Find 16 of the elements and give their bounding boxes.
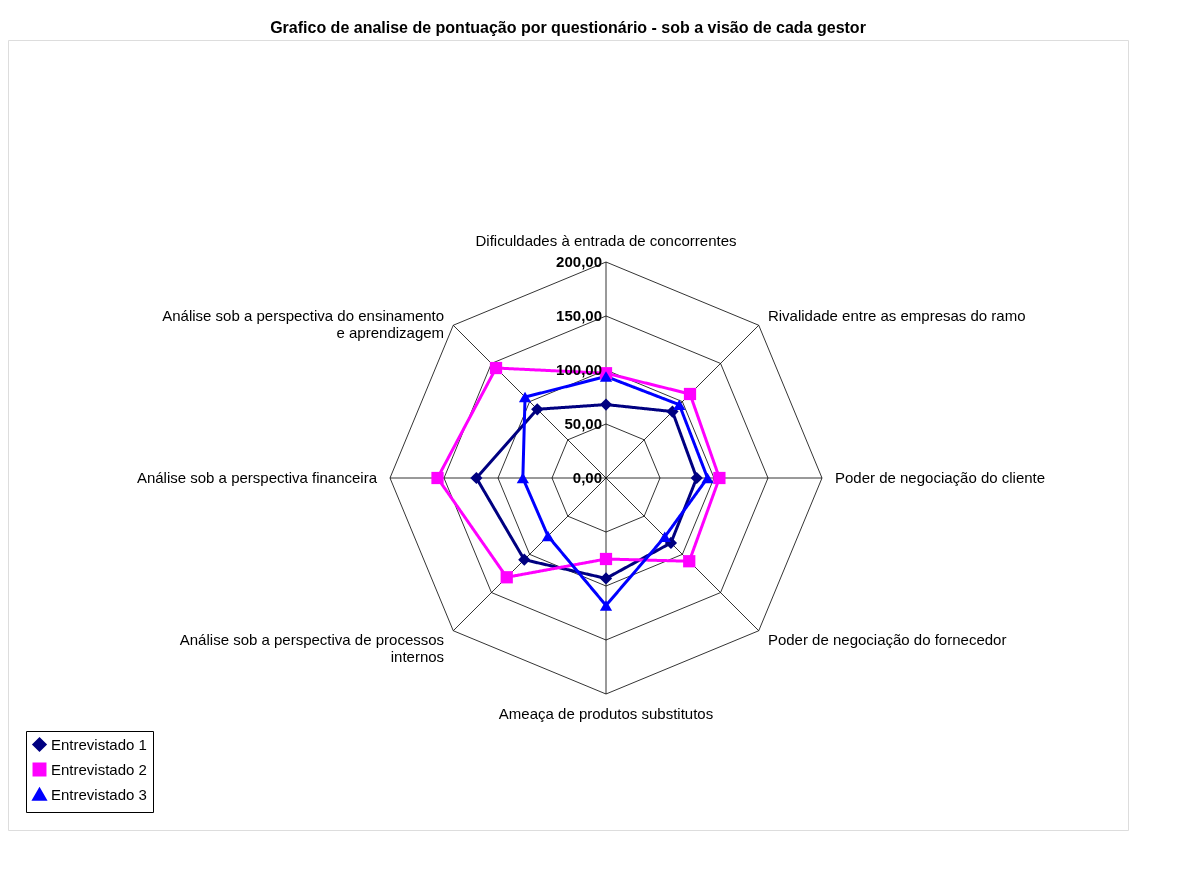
spoke-label: Poder de negociação do cliente	[834, 469, 1046, 486]
spoke-label: Análise sob a perspectiva financeira	[136, 469, 378, 486]
legend-label: Entrevistado 1	[51, 735, 147, 753]
y-tick-label: 200,00	[556, 253, 602, 270]
spoke-label: Dificuldades à entrada de concorrentes	[475, 232, 737, 250]
y-tick-label: 0,00	[572, 469, 602, 486]
legend-label: Entrevistado 2	[51, 760, 147, 778]
spoke-label: Análise sob a perspectiva do ensinamento e aprendizagem	[162, 307, 445, 342]
spoke-label: Análise sob a perspectiva de processos internos	[179, 630, 445, 665]
chart-title: Grafico de analise de pontuação por questionário - sob a visão de cada gestor	[270, 19, 866, 36]
spoke-label: Ameaça de produtos substitutos	[498, 704, 714, 722]
spoke-label: Rivalidade entre as empresas do ramo	[767, 307, 1026, 325]
legend-label: Entrevistado 3	[51, 785, 147, 803]
spoke-label: Poder de negociação do fornecedor	[767, 630, 1007, 648]
y-tick-label: 50,00	[564, 415, 602, 432]
y-tick-label: 150,00	[556, 307, 602, 324]
